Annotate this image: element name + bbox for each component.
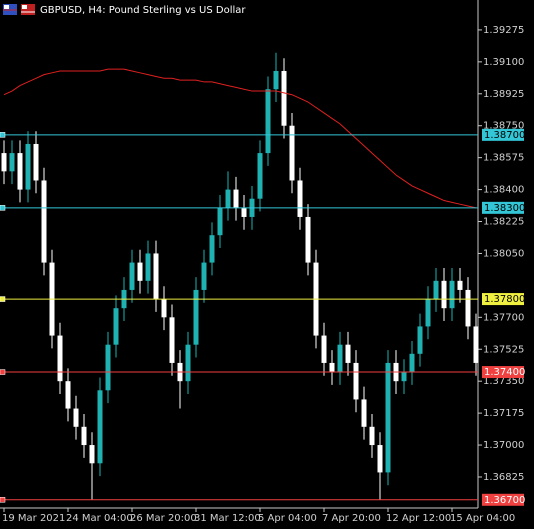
level-marker bbox=[0, 205, 6, 211]
y-tick-label: 1.38050 bbox=[483, 248, 524, 259]
y-tick-label: 1.38225 bbox=[483, 217, 524, 228]
y-tick-label: 1.38925 bbox=[483, 89, 524, 100]
candle-body bbox=[289, 125, 295, 181]
x-tick-label: 19 Mar 2021 bbox=[2, 513, 65, 524]
level-label-box bbox=[482, 293, 524, 306]
y-tick-label: 1.38400 bbox=[483, 185, 524, 196]
level-marker bbox=[0, 497, 6, 503]
y-tick-label: 1.36825 bbox=[483, 472, 524, 483]
candle-body bbox=[153, 253, 159, 300]
y-tick-label: 1.37175 bbox=[483, 408, 524, 419]
candle-body bbox=[401, 372, 407, 382]
candle-body bbox=[345, 344, 351, 363]
candle-body bbox=[409, 353, 415, 373]
level-label: 1.38300 bbox=[484, 203, 525, 214]
level-label: 1.37400 bbox=[484, 367, 525, 378]
candle-body bbox=[305, 216, 311, 263]
candle-body bbox=[337, 344, 343, 373]
candle-body bbox=[217, 207, 223, 236]
candle-body bbox=[193, 289, 199, 345]
candle-body bbox=[225, 189, 231, 208]
candle-body bbox=[113, 308, 119, 345]
y-tick-label: 1.39275 bbox=[483, 25, 524, 36]
candle-body bbox=[377, 445, 383, 473]
candle-body bbox=[385, 362, 391, 473]
y-tick-label: 1.37525 bbox=[483, 344, 524, 355]
level-label-box bbox=[482, 366, 524, 379]
x-tick-label: 31 Mar 12:00 bbox=[194, 513, 261, 524]
candle-body bbox=[273, 70, 279, 90]
level-label: 1.38700 bbox=[484, 130, 525, 141]
y-tick-label: 1.37000 bbox=[483, 440, 524, 451]
candle-body bbox=[25, 143, 31, 190]
candle-body bbox=[105, 344, 111, 391]
candle-body bbox=[57, 335, 63, 382]
y-tick-label: 1.37700 bbox=[483, 312, 524, 323]
candle-body bbox=[361, 399, 367, 427]
candle-body bbox=[233, 189, 239, 208]
candle-body bbox=[17, 153, 23, 190]
candle-body bbox=[89, 445, 95, 464]
candle-body bbox=[241, 207, 247, 217]
level-label-box bbox=[482, 201, 524, 214]
candle-body bbox=[129, 262, 135, 290]
candle-body bbox=[161, 299, 167, 318]
candle-body bbox=[65, 381, 71, 409]
x-tick-label: 12 Apr 12:00 bbox=[386, 513, 451, 524]
level-label: 1.36700 bbox=[484, 495, 525, 506]
candle-body bbox=[73, 408, 79, 427]
level-label-box bbox=[482, 128, 524, 141]
candle-body bbox=[1, 153, 7, 172]
candle-body bbox=[441, 280, 447, 309]
candle-body bbox=[41, 180, 47, 263]
x-tick-label: 15 Apr 04:00 bbox=[450, 513, 515, 524]
candle-body bbox=[457, 280, 463, 290]
candle-body bbox=[321, 335, 327, 363]
candle-body bbox=[169, 317, 175, 363]
y-tick-label: 1.37350 bbox=[483, 376, 524, 387]
chart-title: GBPUSD, H4: Pound Sterling vs US Dollar bbox=[40, 5, 246, 16]
level-label-box bbox=[482, 493, 524, 506]
x-tick-label: 26 Mar 20:00 bbox=[130, 513, 197, 524]
candle-body bbox=[145, 253, 151, 281]
candle-body bbox=[353, 362, 359, 400]
level-marker bbox=[0, 296, 6, 302]
candle-body bbox=[425, 299, 431, 327]
symbol-icon bbox=[3, 4, 35, 15]
y-tick-label: 1.39100 bbox=[483, 57, 524, 68]
level-marker bbox=[0, 369, 6, 375]
y-tick-label: 1.38750 bbox=[483, 121, 524, 132]
x-tick-label: 5 Apr 04:00 bbox=[258, 513, 317, 524]
moving-average bbox=[3, 68, 477, 209]
candle-body bbox=[417, 326, 423, 354]
candle-body bbox=[465, 289, 471, 327]
candle-body bbox=[201, 262, 207, 290]
candle-body bbox=[329, 362, 335, 373]
candle-body bbox=[281, 70, 287, 126]
candle-body bbox=[33, 143, 39, 181]
candle-body bbox=[137, 262, 143, 281]
candle-body bbox=[9, 153, 15, 172]
candle-body bbox=[433, 280, 439, 300]
x-tick-label: 24 Mar 04:00 bbox=[66, 513, 133, 524]
y-tick-label: 1.38575 bbox=[483, 153, 524, 164]
candle-body bbox=[265, 89, 271, 154]
x-tick-label: 7 Apr 20:00 bbox=[322, 513, 381, 524]
level-label: 1.37800 bbox=[484, 294, 525, 305]
level-marker bbox=[0, 132, 6, 138]
candle-body bbox=[449, 280, 455, 309]
candle-body bbox=[209, 235, 215, 263]
candle-body bbox=[257, 153, 263, 199]
candle-body bbox=[81, 426, 87, 446]
candle-body bbox=[297, 180, 303, 217]
candle-body bbox=[97, 390, 103, 464]
candle-body bbox=[185, 344, 191, 382]
candle-body bbox=[473, 326, 479, 363]
candle-body bbox=[369, 426, 375, 446]
